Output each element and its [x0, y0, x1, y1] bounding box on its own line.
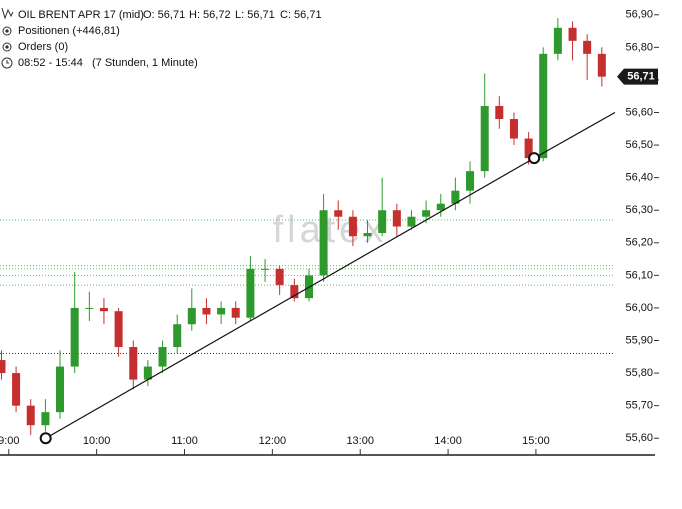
positions-dot: [5, 29, 9, 33]
open: O: 56,71: [143, 9, 185, 21]
candle-body: [261, 268, 270, 270]
orders-dot: [5, 45, 9, 49]
candle-body: [55, 366, 65, 413]
candle-body: [378, 210, 387, 234]
candle-body: [407, 216, 416, 227]
clock-hands: [6, 60, 9, 64]
candle-body: [143, 366, 152, 380]
x-tick-label: 15:00: [522, 435, 550, 447]
candle-body: [451, 190, 460, 204]
candle-body: [363, 233, 372, 237]
candle-body: [99, 307, 108, 312]
candle-body: [202, 307, 211, 315]
y-tick-label: 56,10: [625, 269, 653, 281]
low: L: 56,71: [235, 9, 275, 21]
candle-body: [334, 210, 343, 217]
last-price-box: [617, 68, 658, 85]
candle-body: [231, 307, 240, 318]
y-tick-label: 56,90: [625, 9, 653, 21]
y-tick-label: 55,70: [625, 400, 653, 412]
y-tick-label: 55,60: [625, 432, 653, 444]
candle-body: [290, 285, 299, 299]
trendline-anchor: [39, 432, 52, 445]
x-tick-label: 10:00: [83, 435, 111, 447]
positions[interactable]: Positionen (+446,81): [18, 25, 120, 37]
orders[interactable]: Orders (0): [18, 41, 68, 53]
candle-body: [114, 311, 123, 348]
watermark: flatex: [273, 209, 388, 251]
candle-body: [392, 210, 401, 227]
y-tick-label: 56,60: [625, 106, 653, 118]
high: H: 56,72: [189, 9, 231, 21]
candle-body: [70, 307, 79, 367]
candle-body: [158, 347, 167, 367]
y-tick-label: 55,80: [625, 367, 653, 379]
x-tick-label: 11:00: [171, 435, 198, 447]
y-tick-label: 55,90: [625, 334, 653, 346]
candle-body: [41, 412, 50, 426]
clock-icon: [1, 57, 13, 69]
chart-icon: [1, 7, 14, 20]
duration: (7 Stunden, 1 Minute): [92, 57, 198, 69]
candle-body: [275, 268, 284, 286]
candle-body: [217, 307, 226, 315]
header: OIL BRENT APR 17 (mid) O: 56,71 H: 56,72…: [1, 7, 322, 69]
candle-body: [583, 40, 592, 54]
candle-body: [524, 138, 533, 159]
timespan: 08:52 - 15:44: [18, 57, 83, 69]
candle-body: [173, 324, 182, 348]
y-tick-label: 56,40: [625, 172, 653, 184]
x-tick-label: 13:00: [346, 435, 374, 447]
candle-body: [187, 307, 196, 325]
candle-body: [480, 105, 489, 172]
trendline-anchor: [528, 152, 541, 165]
candle-body: [436, 203, 445, 211]
candle-body: [553, 27, 562, 54]
candle-body: [0, 360, 6, 374]
candle-body: [129, 347, 138, 380]
y-tick-label: 56,80: [625, 41, 653, 53]
y-tick-label: 56,00: [625, 302, 653, 314]
y-tick-label: 56,20: [625, 237, 653, 249]
x-tick-label: 9:00: [0, 435, 19, 447]
y-tick-label: 56,30: [625, 204, 653, 216]
candle-body: [246, 268, 255, 318]
close: C: 56,71: [280, 9, 322, 21]
candle-body: [466, 171, 475, 191]
last-price-label: 56,71: [627, 71, 655, 83]
candle-body: [26, 405, 35, 426]
candle-body: [422, 210, 431, 217]
instrument: OIL BRENT APR 17 (mid): [18, 9, 144, 21]
candle-body: [597, 53, 606, 77]
candle-body: [348, 216, 357, 237]
candle-body: [509, 119, 518, 139]
candle-body: [319, 210, 328, 276]
candle-body: [495, 105, 504, 120]
positions-icon: [2, 26, 12, 36]
candle-body: [85, 307, 94, 309]
candle-body: [12, 373, 21, 406]
candle-body: [568, 27, 577, 41]
y-tick-label: 56,50: [625, 139, 653, 151]
orders-icon: [2, 42, 12, 52]
candle-body: [539, 53, 548, 159]
x-tick-label: 12:00: [259, 435, 287, 447]
x-tick-label: 14:00: [434, 435, 462, 447]
